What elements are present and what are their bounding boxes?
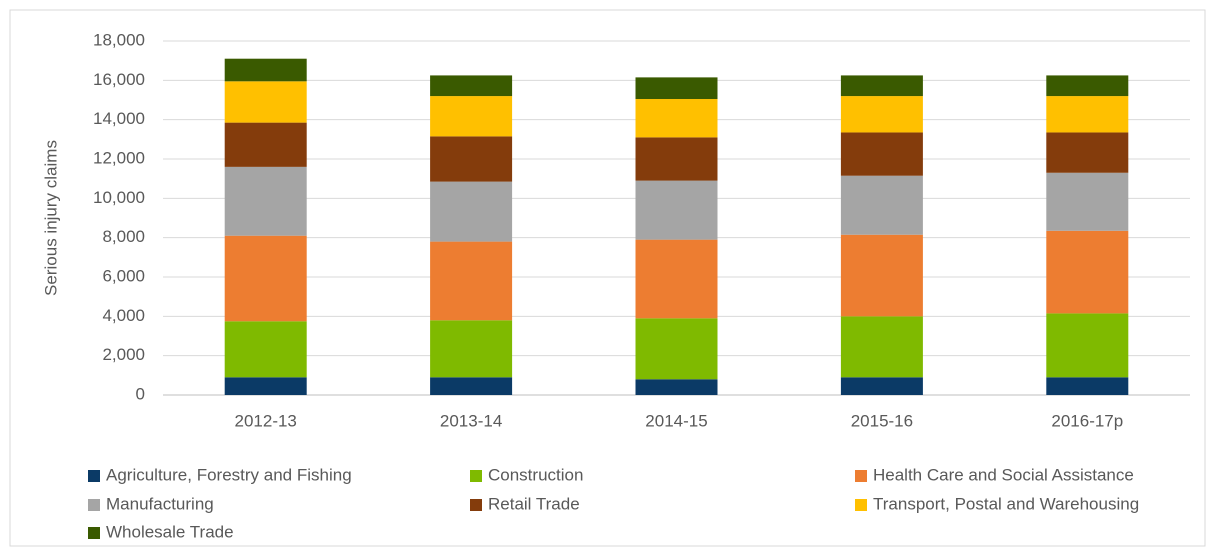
y-axis-title: Serious injury claims: [41, 140, 60, 296]
y-tick-label: 10,000: [93, 188, 145, 207]
legend-label: Manufacturing: [106, 494, 214, 513]
y-tick-label: 2,000: [102, 345, 145, 364]
legend-label: Wholesale Trade: [106, 522, 234, 541]
bar-segment: [1046, 377, 1129, 395]
y-tick-label: 16,000: [93, 70, 145, 89]
y-tick-label: 8,000: [102, 227, 145, 246]
bar-segment: [224, 81, 307, 123]
legend-label: Health Care and Social Assistance: [873, 465, 1134, 484]
bar-segment: [1046, 132, 1129, 173]
bar-segment: [224, 166, 307, 236]
bar-segment: [224, 235, 307, 322]
bar-segment: [635, 318, 718, 380]
bar-segment: [430, 96, 513, 137]
legend-swatch: [88, 499, 100, 511]
legend-swatch: [88, 527, 100, 539]
bar-segment: [840, 75, 923, 97]
bar-segment: [1046, 313, 1129, 378]
bar-segment: [840, 234, 923, 317]
x-tick-label: 2015-16: [851, 411, 913, 430]
legend-label: Transport, Postal and Warehousing: [873, 494, 1139, 513]
bar-segment: [430, 320, 513, 378]
legend-swatch: [470, 499, 482, 511]
y-tick-label: 6,000: [102, 266, 145, 285]
bar-segment: [635, 77, 718, 100]
bar-segment: [430, 136, 513, 182]
legend-label: Agriculture, Forestry and Fishing: [106, 465, 352, 484]
bar-segment: [224, 122, 307, 167]
y-tick-label: 18,000: [93, 30, 145, 49]
legend-swatch: [855, 499, 867, 511]
bar-segment: [430, 377, 513, 395]
legend-label: Retail Trade: [488, 494, 580, 513]
bar-segment: [635, 99, 718, 138]
y-tick-label: 4,000: [102, 306, 145, 325]
legend-swatch: [470, 470, 482, 482]
bar-segment: [635, 379, 718, 395]
bar-segment: [840, 316, 923, 378]
chart-frame: [9, 9, 1206, 547]
bar-segment: [224, 377, 307, 395]
y-tick-label: 0: [136, 384, 145, 403]
bar-segment: [635, 239, 718, 319]
bar-segment: [635, 180, 718, 240]
x-tick-label: 2014-15: [645, 411, 707, 430]
bar-segment: [840, 175, 923, 235]
bar-segment: [635, 137, 718, 181]
bar-segment: [840, 96, 923, 133]
y-tick-label: 12,000: [93, 148, 145, 167]
bar-segment: [224, 321, 307, 378]
bar-segment: [430, 181, 513, 242]
bar-segment: [430, 241, 513, 321]
x-tick-label: 2012-13: [235, 411, 297, 430]
bar-segment: [840, 132, 923, 176]
legend-swatch: [855, 470, 867, 482]
x-tick-label: 2016-17p: [1051, 411, 1123, 430]
bar-segment: [1046, 96, 1129, 133]
y-tick-label: 14,000: [93, 109, 145, 128]
bar-segment: [840, 377, 923, 395]
bar-segment: [1046, 172, 1129, 231]
bar-segment: [430, 75, 513, 97]
x-tick-label: 2013-14: [440, 411, 502, 430]
legend-swatch: [88, 470, 100, 482]
bar-segment: [1046, 230, 1129, 314]
bar-segment: [1046, 75, 1129, 97]
legend-label: Construction: [488, 465, 583, 484]
bar-segment: [224, 58, 307, 82]
